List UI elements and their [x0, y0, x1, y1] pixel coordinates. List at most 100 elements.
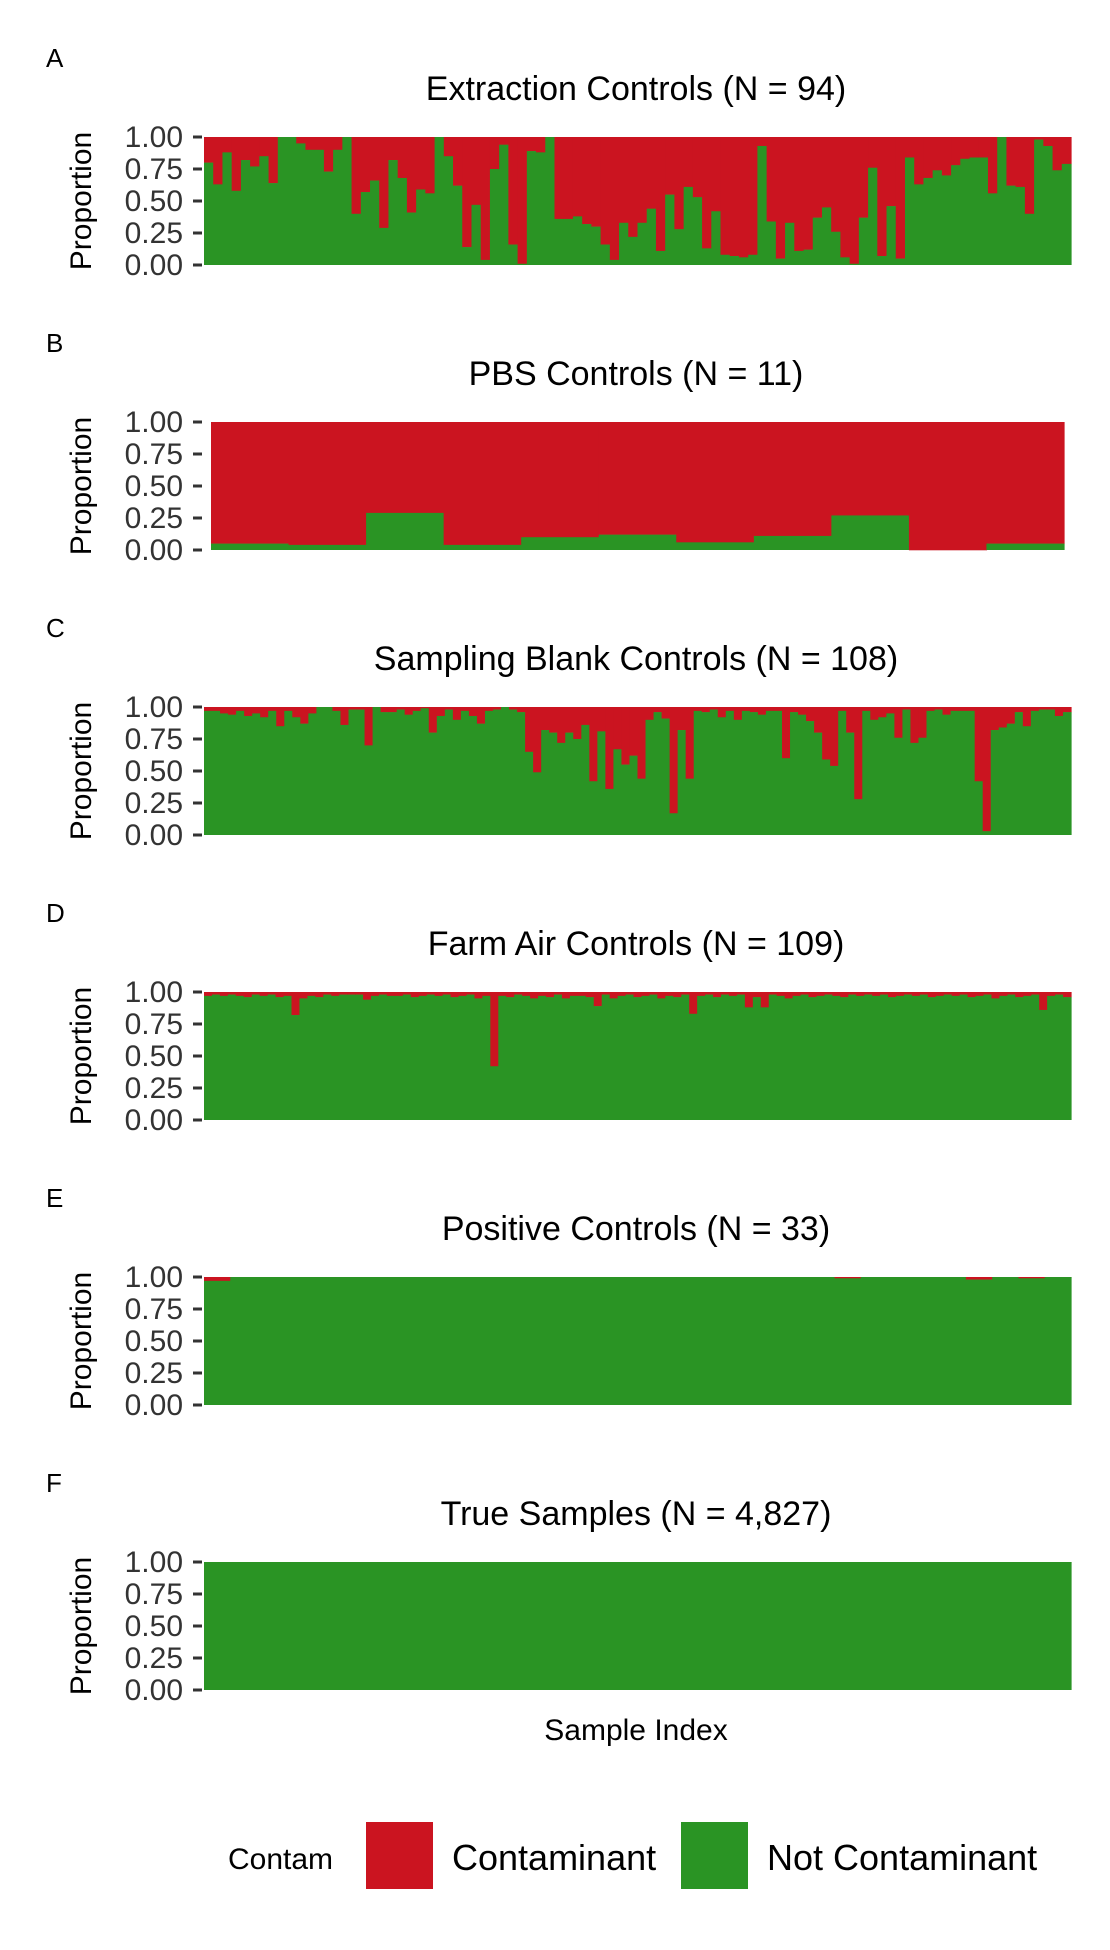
panel-c-bar-not-contaminant	[693, 710, 703, 835]
panel-a-bar-contaminant	[702, 137, 712, 249]
panel-d-bar-not-contaminant	[386, 995, 396, 1120]
panel-c-bar-not-contaminant	[926, 710, 936, 835]
panel-d-bar-contaminant	[275, 992, 285, 998]
panel-a-bar-not-contaminant	[333, 149, 343, 265]
panel-d-bar-not-contaminant	[1031, 994, 1040, 1120]
panel-a-bar-contaminant	[1034, 137, 1044, 140]
panel-d-bar-not-contaminant	[291, 1015, 301, 1120]
panel-c-bar-not-contaminant	[757, 714, 767, 835]
panel-a-bar-not-contaminant	[397, 177, 408, 265]
panel-f-bar-not-contaminant	[550, 1562, 566, 1690]
panel-d-bar-not-contaminant	[363, 999, 372, 1120]
panel-a-bar-contaminant	[351, 137, 362, 215]
panel-a-bar-not-contaminant	[978, 157, 989, 265]
panel-a-bar-not-contaminant	[434, 137, 445, 265]
panel-a-bar-not-contaminant	[471, 204, 482, 265]
panel-c-bar-contaminant	[260, 707, 269, 718]
panel-a-bar-not-contaminant	[1034, 139, 1044, 265]
panel-a-bar-not-contaminant	[360, 192, 371, 265]
panel-a-bar-contaminant	[1015, 137, 1026, 188]
panel-a-bar-contaminant	[600, 137, 611, 245]
panel-e-bar-not-contaminant	[440, 1277, 468, 1405]
panel-f-bar-not-contaminant	[579, 1562, 595, 1690]
panel-c-bar-not-contaminant	[605, 788, 615, 835]
panel-a-bar-not-contaminant	[204, 162, 214, 265]
panel-d-bar-contaminant	[1031, 992, 1040, 995]
panel-d-bar-contaminant	[204, 992, 213, 997]
panel-a-bar-not-contaminant	[812, 217, 823, 265]
panel-c-bar-not-contaminant	[597, 731, 606, 835]
panel-f-bar-not-contaminant	[955, 1562, 971, 1690]
panel-a-bar-contaminant	[637, 137, 648, 224]
panel-a-bar-contaminant	[609, 137, 620, 261]
panel-d-bar-not-contaminant	[705, 994, 714, 1120]
panel-c-bar-not-contaminant	[886, 713, 895, 835]
panel-a-y-tick-label: 0.00	[125, 249, 183, 282]
panel-e-bar-not-contaminant	[204, 1280, 231, 1405]
panel-a-bar-not-contaminant	[1052, 170, 1063, 265]
panel-d-bar-contaminant	[856, 992, 865, 997]
panel-a-bar-not-contaminant	[489, 169, 500, 265]
panel-c-title: Sampling Blank Controls (N = 108)	[374, 640, 898, 678]
panel-f-bar-not-contaminant	[637, 1562, 653, 1690]
panel-a: A Extraction Controls (N = 94) 0.000.250.5…	[46, 43, 1072, 282]
panel-c-bar-not-contaminant	[902, 709, 912, 835]
panel-b-title: PBS Controls (N = 11)	[469, 355, 804, 393]
panel-d-bar-contaminant	[386, 992, 396, 997]
panel-c-bar-contaminant	[942, 707, 952, 715]
panel-a-y-tick-label: 0.50	[125, 185, 183, 218]
panel-a-bar-not-contaminant	[231, 190, 242, 265]
panel-c-bar-contaminant	[958, 707, 968, 712]
panel-d-bar-contaminant	[378, 992, 388, 995]
panel-d-bar-contaminant	[227, 992, 237, 995]
panel-c-bar-contaminant	[444, 707, 454, 710]
panel-e-bar-contaminant	[834, 1277, 862, 1279]
panel-a-bar-not-contaminant	[775, 258, 786, 265]
panel-a-bar-not-contaminant	[296, 143, 307, 265]
panel-c-bar-not-contaminant	[300, 723, 309, 835]
panel-d-bar-not-contaminant	[903, 994, 913, 1120]
panel-a-bar-contaminant	[563, 137, 574, 220]
panel-e-letter: E	[46, 1183, 63, 1213]
panel-d-bar-contaminant	[983, 992, 993, 995]
panel-c-bar-contaminant	[669, 707, 679, 814]
panel-d-bar-contaminant	[792, 992, 802, 997]
panel-a-bar-not-contaminant	[646, 208, 657, 265]
panel-a-y-tick-label: 0.25	[125, 217, 183, 250]
panel-b-bar-not-contaminant	[366, 512, 445, 550]
panel-f-bar-not-contaminant	[435, 1562, 451, 1690]
panel-d-bar-not-contaminant	[880, 994, 889, 1120]
panel-d-bar-contaminant	[967, 992, 977, 998]
panel-a-bar-contaminant	[941, 137, 952, 176]
panel-d-y-tick-label: 0.25	[125, 1072, 183, 1105]
panel-c-bar-not-contaminant	[268, 710, 277, 835]
panel-d-bar-not-contaminant	[394, 995, 404, 1120]
panel-d-bar-contaminant	[744, 992, 754, 1008]
panel-c-bar-not-contaminant	[1006, 723, 1016, 835]
panel-b-bar-contaminant	[986, 422, 1065, 544]
panel-d-bar-contaminant	[553, 992, 563, 995]
panel-f-bar-not-contaminant	[753, 1562, 769, 1690]
panel-f-y-tick-label: 0.50	[125, 1610, 183, 1643]
panel-d-bar-contaminant	[522, 992, 531, 997]
panel-c-y-tick-label: 0.00	[125, 819, 183, 852]
panel-a-bar-contaminant	[757, 137, 768, 147]
panel-f-bar-not-contaminant	[247, 1562, 263, 1690]
panel-d-bar-not-contaminant	[474, 998, 483, 1120]
panel-d-bar-contaminant	[307, 992, 316, 997]
panel-f-bar-not-contaminant	[940, 1562, 956, 1690]
panel-c-bar-contaminant	[998, 707, 1008, 728]
panel-c-bar-not-contaminant	[661, 718, 671, 835]
panel-f-bar-not-contaminant	[420, 1562, 436, 1690]
panel-d-bar-not-contaminant	[792, 995, 802, 1120]
panel-d-bar-not-contaminant	[919, 994, 929, 1120]
panel-a-bar-not-contaminant	[904, 157, 915, 265]
panel-c-bar-contaminant	[846, 707, 855, 733]
legend-swatch-not-contaminant	[681, 1822, 748, 1889]
panel-a-bar-contaminant	[775, 137, 786, 259]
panel-a-bar-contaminant	[425, 137, 436, 194]
panel-a-bar-not-contaminant	[379, 227, 390, 265]
panel-c-bar-contaminant	[806, 707, 815, 722]
panel-a-bar-contaminant	[1061, 137, 1072, 165]
panel-a-bar-contaminant	[1043, 137, 1054, 147]
